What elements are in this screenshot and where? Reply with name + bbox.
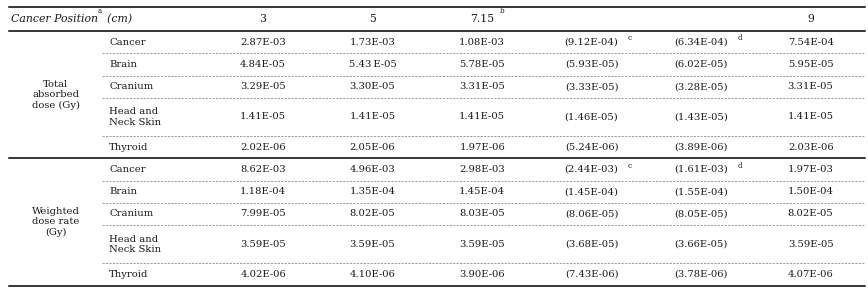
- Text: 2.87E-03: 2.87E-03: [240, 38, 286, 47]
- Text: c: c: [628, 162, 632, 170]
- Text: Cranium: Cranium: [109, 82, 154, 91]
- Text: 1.41E-05: 1.41E-05: [787, 113, 833, 122]
- Text: (1.46E-05): (1.46E-05): [565, 113, 619, 122]
- Text: b: b: [499, 7, 504, 15]
- Text: Total
absorbed
dose (Gy): Total absorbed dose (Gy): [31, 80, 80, 110]
- Text: 1.41E-05: 1.41E-05: [240, 113, 286, 122]
- Text: (3.68E-05): (3.68E-05): [565, 240, 618, 249]
- Text: Head and
Neck Skin: Head and Neck Skin: [109, 235, 161, 254]
- Text: Brain: Brain: [109, 60, 137, 69]
- Text: 4.10E-06: 4.10E-06: [350, 270, 396, 279]
- Text: (9.12E-04): (9.12E-04): [565, 38, 619, 47]
- Text: 2.02E-06: 2.02E-06: [240, 143, 286, 152]
- Text: (1.61E-03): (1.61E-03): [674, 165, 728, 174]
- Text: 1.35E-04: 1.35E-04: [350, 187, 396, 196]
- Text: 7.99E-05: 7.99E-05: [240, 209, 286, 218]
- Text: (6.34E-04): (6.34E-04): [674, 38, 728, 47]
- Text: 3.29E-05: 3.29E-05: [240, 82, 286, 91]
- Text: 3: 3: [260, 14, 266, 24]
- Text: 1.50E-04: 1.50E-04: [787, 187, 833, 196]
- Text: 1.97E-03: 1.97E-03: [787, 165, 833, 174]
- Text: (3.33E-05): (3.33E-05): [565, 82, 618, 91]
- Text: (1.55E-04): (1.55E-04): [674, 187, 728, 196]
- Text: 7.54E-04: 7.54E-04: [787, 38, 833, 47]
- Text: 3.59E-05: 3.59E-05: [350, 240, 396, 249]
- Text: c: c: [628, 35, 632, 42]
- Text: 1.41E-05: 1.41E-05: [459, 113, 505, 122]
- Text: (3.66E-05): (3.66E-05): [674, 240, 727, 249]
- Text: 8.02E-05: 8.02E-05: [788, 209, 833, 218]
- Text: 3.90E-06: 3.90E-06: [459, 270, 505, 279]
- Text: (1.43E-05): (1.43E-05): [674, 113, 728, 122]
- Text: 1.41E-05: 1.41E-05: [350, 113, 396, 122]
- Text: 8.03E-05: 8.03E-05: [459, 209, 505, 218]
- Text: 5.78E-05: 5.78E-05: [459, 60, 505, 69]
- Text: (3.78E-06): (3.78E-06): [674, 270, 728, 279]
- Text: 5: 5: [369, 14, 376, 24]
- Text: (1.45E-04): (1.45E-04): [564, 187, 619, 196]
- Text: (3.89E-06): (3.89E-06): [674, 143, 728, 152]
- Text: Thyroid: Thyroid: [109, 143, 148, 152]
- Text: 8.02E-05: 8.02E-05: [350, 209, 396, 218]
- Text: 5.43 E-05: 5.43 E-05: [349, 60, 397, 69]
- Text: 7.15: 7.15: [470, 14, 494, 24]
- Text: 1.18E-04: 1.18E-04: [240, 187, 286, 196]
- Text: 4.07E-06: 4.07E-06: [788, 270, 833, 279]
- Text: (5.93E-05): (5.93E-05): [565, 60, 618, 69]
- Text: (8.05E-05): (8.05E-05): [674, 209, 728, 218]
- Text: 1.97E-06: 1.97E-06: [459, 143, 505, 152]
- Text: 4.96E-03: 4.96E-03: [350, 165, 396, 174]
- Text: 3.31E-05: 3.31E-05: [459, 82, 505, 91]
- Text: (8.06E-05): (8.06E-05): [565, 209, 618, 218]
- Text: 3.59E-05: 3.59E-05: [788, 240, 833, 249]
- Text: (2.44E-03): (2.44E-03): [565, 165, 619, 174]
- Text: Thyroid: Thyroid: [109, 270, 148, 279]
- Text: Head and
Neck Skin: Head and Neck Skin: [109, 107, 161, 127]
- Text: 1.73E-03: 1.73E-03: [350, 38, 396, 47]
- Text: a: a: [98, 7, 102, 15]
- Text: 8.62E-03: 8.62E-03: [240, 165, 286, 174]
- Text: 9: 9: [807, 14, 814, 24]
- Text: (7.43E-06): (7.43E-06): [565, 270, 618, 279]
- Text: Cancer Position: Cancer Position: [11, 14, 98, 24]
- Text: 1.08E-03: 1.08E-03: [459, 38, 505, 47]
- Text: 3.59E-05: 3.59E-05: [240, 240, 286, 249]
- Text: 2.98E-03: 2.98E-03: [459, 165, 505, 174]
- Text: (3.28E-05): (3.28E-05): [674, 82, 728, 91]
- Text: Cancer: Cancer: [109, 38, 146, 47]
- Text: 4.02E-06: 4.02E-06: [240, 270, 286, 279]
- Text: 3.31E-05: 3.31E-05: [787, 82, 833, 91]
- Text: 2.03E-06: 2.03E-06: [788, 143, 833, 152]
- Text: 4.84E-05: 4.84E-05: [240, 60, 286, 69]
- Text: Cranium: Cranium: [109, 209, 154, 218]
- Text: Brain: Brain: [109, 187, 137, 196]
- Text: 1.45E-04: 1.45E-04: [459, 187, 505, 196]
- Text: 5.95E-05: 5.95E-05: [788, 60, 833, 69]
- Text: Cancer: Cancer: [109, 165, 146, 174]
- Text: 2.05E-06: 2.05E-06: [350, 143, 396, 152]
- Text: (5.24E-06): (5.24E-06): [565, 143, 618, 152]
- Text: 3.59E-05: 3.59E-05: [459, 240, 505, 249]
- Text: 3.30E-05: 3.30E-05: [350, 82, 396, 91]
- Text: d: d: [738, 162, 742, 170]
- Text: (6.02E-05): (6.02E-05): [674, 60, 728, 69]
- Text: d: d: [738, 35, 742, 42]
- Text: Weighted
dose rate
(Gy): Weighted dose rate (Gy): [31, 207, 80, 237]
- Text: (cm): (cm): [105, 14, 132, 24]
